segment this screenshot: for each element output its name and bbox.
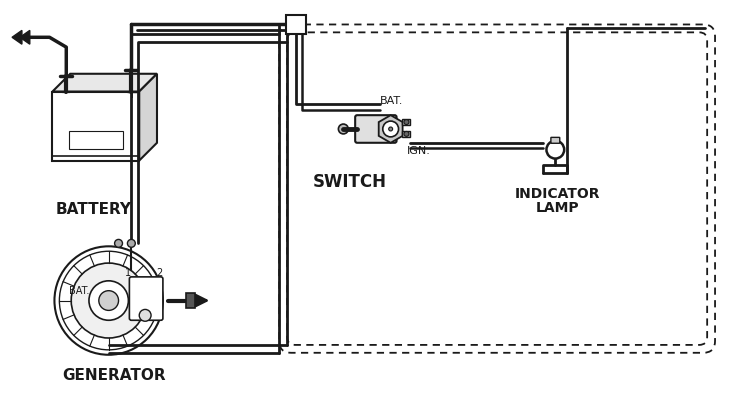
Circle shape xyxy=(546,141,564,158)
FancyBboxPatch shape xyxy=(186,293,195,308)
Text: INDICATOR: INDICATOR xyxy=(515,187,600,201)
Text: GENERATOR: GENERATOR xyxy=(62,367,165,383)
Circle shape xyxy=(404,131,409,136)
Circle shape xyxy=(128,240,135,247)
Bar xyxy=(286,15,306,34)
Circle shape xyxy=(99,291,118,310)
Text: IGN.: IGN. xyxy=(407,146,430,156)
Text: BATTERY: BATTERY xyxy=(56,202,132,217)
Polygon shape xyxy=(139,74,157,160)
Circle shape xyxy=(139,309,151,321)
Circle shape xyxy=(382,121,399,137)
Text: 1: 1 xyxy=(126,268,131,278)
Circle shape xyxy=(389,127,393,131)
Text: BAT.: BAT. xyxy=(379,96,403,107)
Text: −: − xyxy=(61,87,71,100)
FancyBboxPatch shape xyxy=(69,131,123,149)
Polygon shape xyxy=(52,74,157,91)
Text: +: + xyxy=(125,86,138,101)
Polygon shape xyxy=(12,30,22,44)
Circle shape xyxy=(404,120,409,125)
Text: 2: 2 xyxy=(156,268,162,278)
FancyBboxPatch shape xyxy=(402,131,410,137)
Circle shape xyxy=(338,124,348,134)
Circle shape xyxy=(89,281,128,320)
Circle shape xyxy=(115,240,123,247)
FancyBboxPatch shape xyxy=(129,277,163,320)
FancyBboxPatch shape xyxy=(551,137,560,143)
Text: BAT.: BAT. xyxy=(69,286,90,296)
FancyBboxPatch shape xyxy=(52,91,139,160)
FancyBboxPatch shape xyxy=(402,119,410,125)
Circle shape xyxy=(71,263,146,338)
FancyBboxPatch shape xyxy=(355,115,396,143)
Circle shape xyxy=(54,246,163,355)
Text: SWITCH: SWITCH xyxy=(313,173,388,191)
Text: LAMP: LAMP xyxy=(536,201,579,215)
Polygon shape xyxy=(20,30,30,44)
